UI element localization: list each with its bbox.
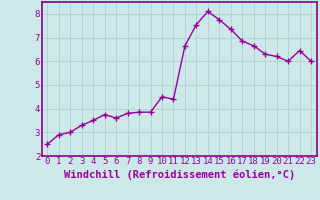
X-axis label: Windchill (Refroidissement éolien,°C): Windchill (Refroidissement éolien,°C): [64, 169, 295, 180]
